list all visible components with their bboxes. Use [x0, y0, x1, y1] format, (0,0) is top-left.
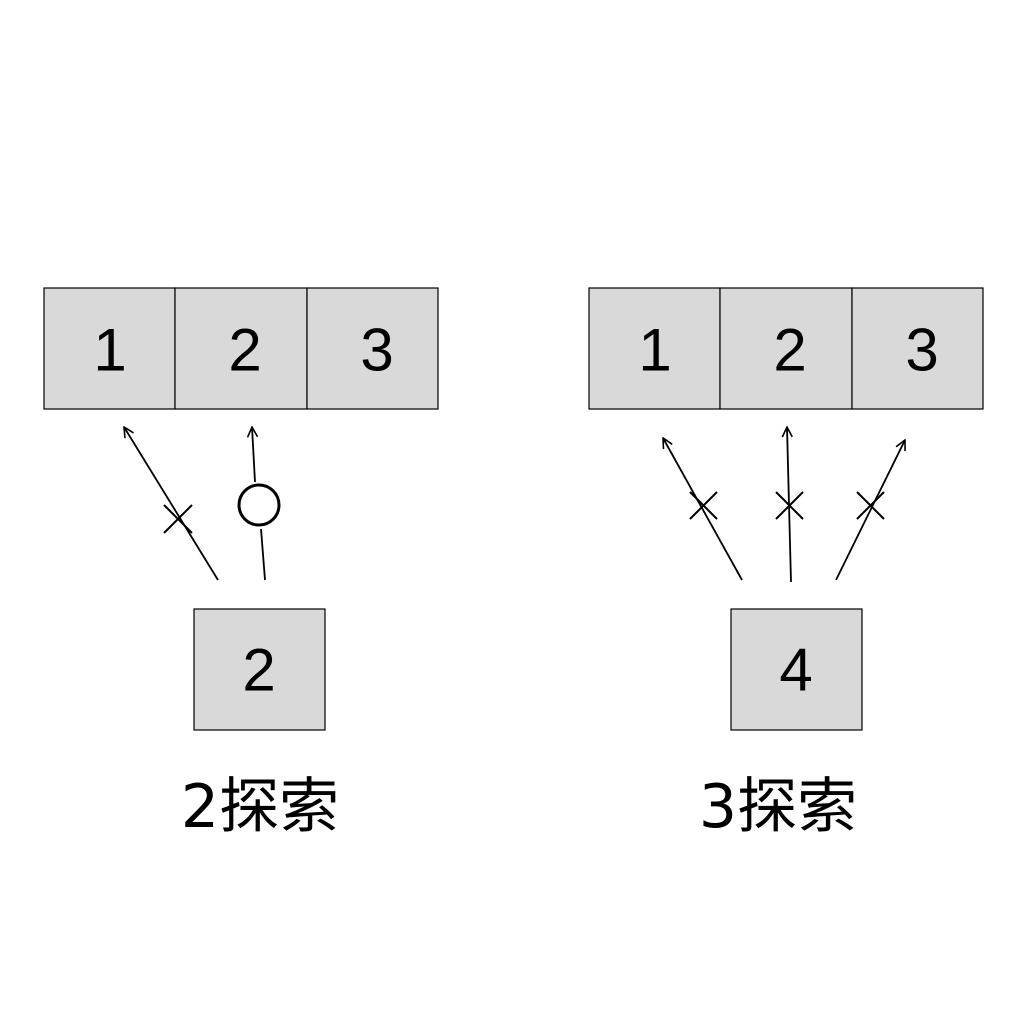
- top-cell-3-label: 3: [905, 317, 938, 384]
- probe-arrow-to-1: [124, 427, 219, 581]
- top-cell-2: 2: [719, 287, 853, 410]
- probe-arrows: [124, 427, 281, 581]
- cross-mark: [775, 491, 804, 520]
- probe-arrow-to-3: [835, 440, 905, 581]
- top-row: 1 2 3: [43, 287, 439, 410]
- top-cell-3: 3: [851, 287, 984, 410]
- top-cell-1-label: 1: [93, 317, 126, 384]
- circle-mark: [237, 483, 281, 527]
- bottom-cell: 4: [730, 608, 863, 731]
- top-cell-2-label: 2: [773, 317, 806, 384]
- top-cell-1: 1: [43, 287, 176, 410]
- cross-mark: [689, 491, 718, 520]
- top-cell-1-label: 1: [638, 317, 671, 384]
- bottom-cell-label: 4: [779, 637, 812, 704]
- probe-arrow-to-1: [663, 438, 743, 581]
- caption: 2探索: [181, 772, 339, 842]
- cross-mark: [163, 504, 193, 534]
- bottom-cell-label: 2: [242, 637, 275, 704]
- bottom-cell: 2: [193, 608, 326, 731]
- top-cell-2: 2: [174, 287, 308, 410]
- probe-arrows: [663, 427, 905, 583]
- probe-arrow-to-2: [260, 528, 266, 581]
- caption: 3探索: [699, 772, 857, 842]
- top-cell-3-label: 3: [360, 317, 393, 384]
- cross-mark: [856, 491, 885, 520]
- top-cell-2-label: 2: [228, 317, 261, 384]
- panel-2-probe: 1 2 3 2 2探索: [43, 287, 439, 842]
- top-row: 1 2 3: [588, 287, 984, 410]
- top-cell-1: 1: [588, 287, 721, 410]
- panel-3-probe: 1 2 3: [588, 287, 984, 842]
- top-cell-3: 3: [306, 287, 439, 410]
- probe-arrow-to-2-head: [252, 427, 255, 483]
